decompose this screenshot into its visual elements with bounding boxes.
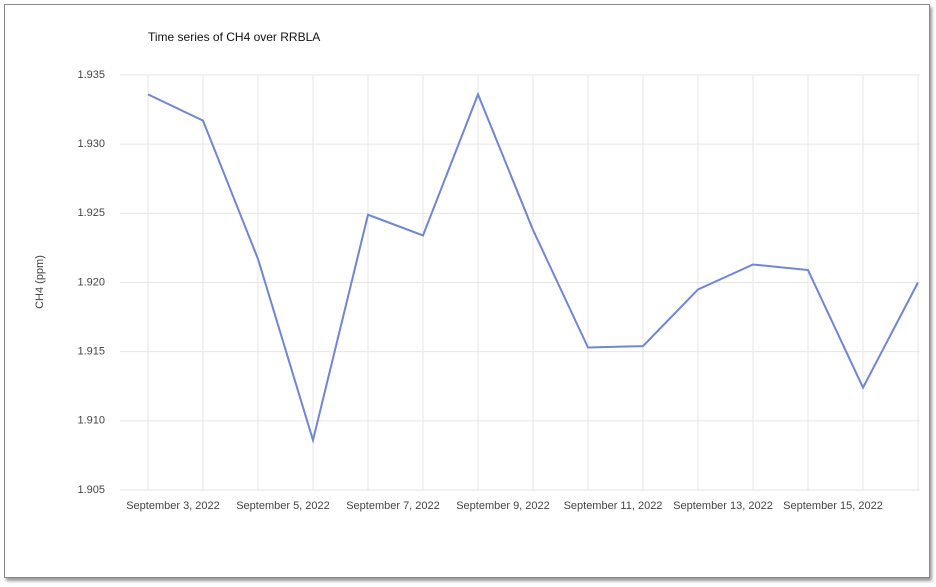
- y-axis-label: CH4 (ppm): [34, 255, 46, 309]
- y-tick-label: 1.930: [77, 138, 105, 150]
- y-tick-label: 1.925: [77, 207, 105, 219]
- x-tick-label: September 7, 2022: [346, 500, 440, 512]
- x-tick-label: September 11, 2022: [564, 500, 663, 512]
- line-series: [147, 91, 919, 444]
- y-tick-label: 1.910: [77, 415, 105, 427]
- x-tick-label: September 3, 2022: [126, 500, 220, 512]
- y-tick-label: 1.905: [77, 484, 105, 496]
- x-tick-label: September 13, 2022: [673, 500, 773, 512]
- x-tick-label: September 5, 2022: [236, 500, 330, 512]
- x-tick-label: September 9, 2022: [456, 500, 550, 512]
- y-tick-label: 1.915: [77, 346, 105, 358]
- y-tick-label: 1.920: [77, 276, 105, 288]
- x-tick-label: September 15, 2022: [783, 500, 883, 512]
- chart-title: Time series of CH4 over RRBLA: [148, 30, 320, 44]
- y-tick-label: 1.935: [77, 69, 105, 81]
